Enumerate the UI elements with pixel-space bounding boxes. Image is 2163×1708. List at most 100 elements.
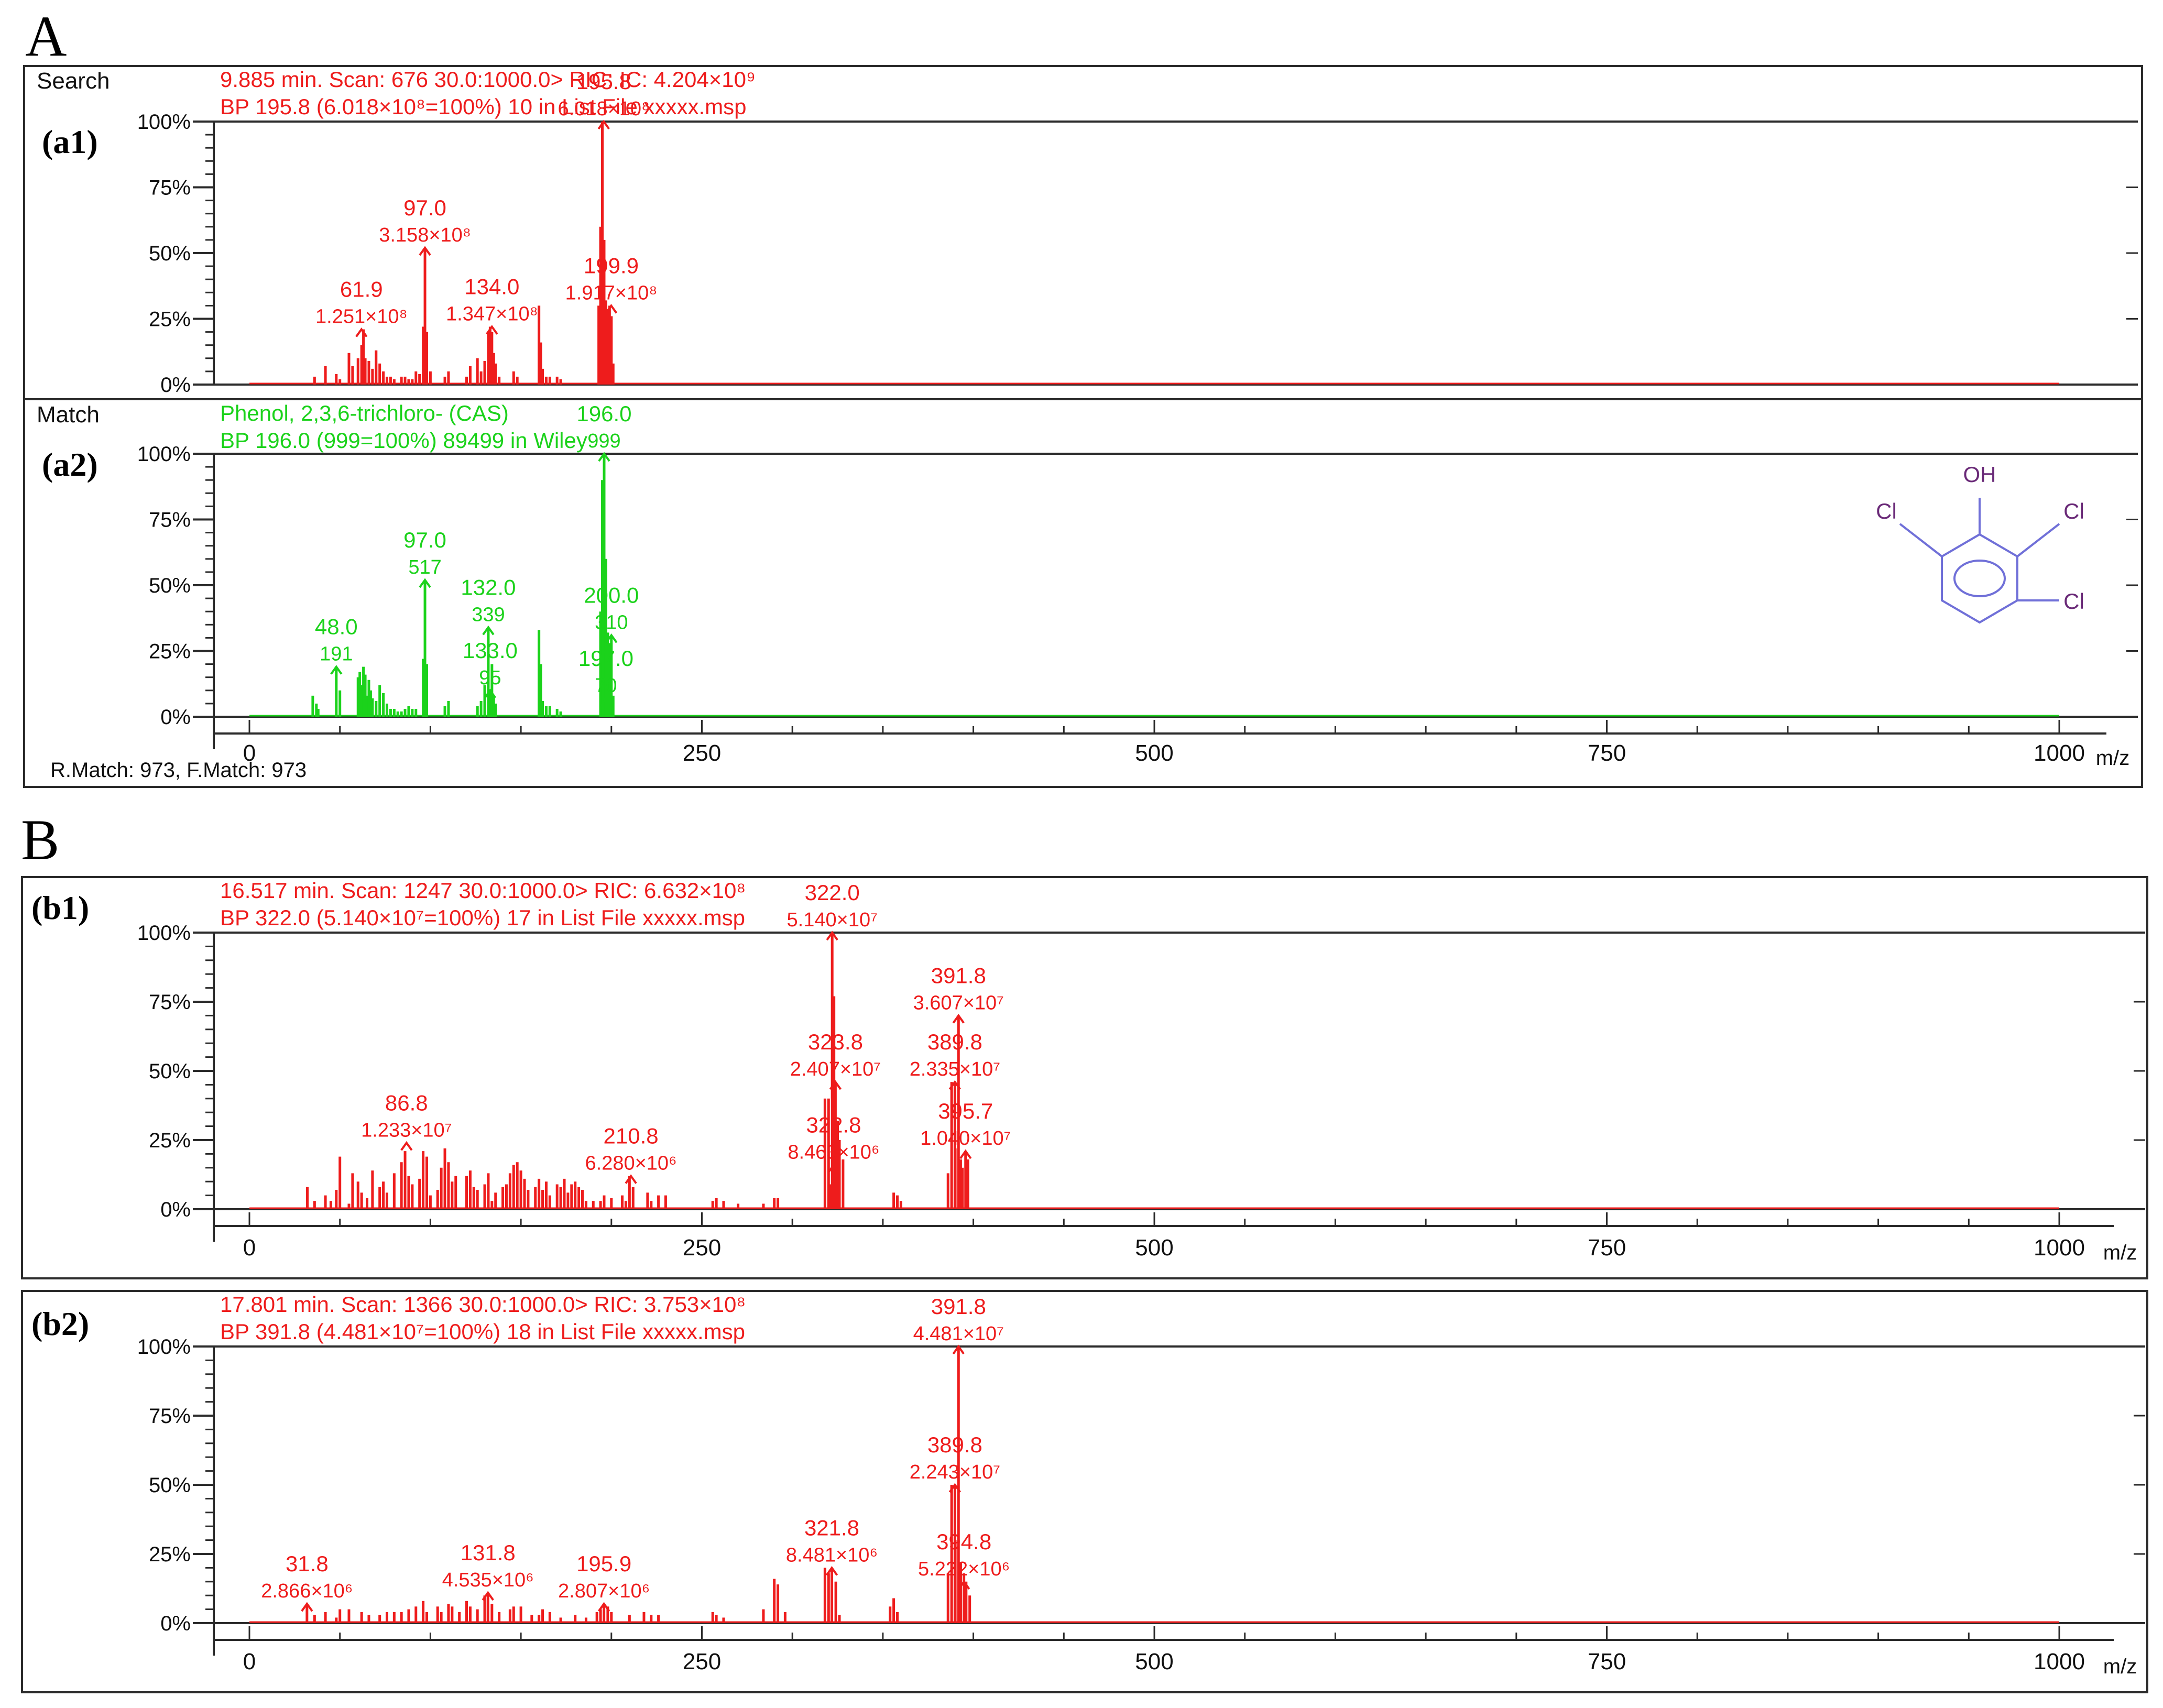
a1-peak-intensity-label: 3.158×10⁸ bbox=[379, 224, 471, 246]
b2-peak-intensity-label: 2.807×10⁶ bbox=[558, 1580, 650, 1602]
b2-peak-arrow bbox=[825, 1565, 838, 1576]
bond-cl-left bbox=[1899, 523, 1943, 557]
b1-peak-arrow bbox=[827, 1163, 840, 1173]
a2-peak-intensity-label: 191 bbox=[320, 643, 353, 665]
b1-xtick-label: 750 bbox=[1588, 1235, 1626, 1261]
b2-ytick-label: 0% bbox=[160, 1612, 191, 1635]
search-label: Search bbox=[37, 68, 110, 94]
b1-ytick-label: 50% bbox=[149, 1060, 191, 1083]
b1-peak-intensity-label: 2.335×10⁷ bbox=[910, 1058, 1000, 1080]
b1-peak-arrow bbox=[826, 930, 838, 941]
b2-peak-intensity-label: 2.243×10⁷ bbox=[910, 1461, 1000, 1483]
panel-label-a1: (a1) bbox=[42, 123, 98, 160]
b2-frame bbox=[21, 1290, 2148, 1693]
b2-peak-arrow bbox=[301, 1602, 313, 1612]
b1-xtick-label: 500 bbox=[1135, 1235, 1173, 1261]
b2-peak-mz-label: 31.8 bbox=[286, 1551, 329, 1576]
b1-header-line2: BP 322.0 (5.140×10⁷=100%) 17 in List Fil… bbox=[220, 905, 745, 930]
a2-peak-arrow bbox=[599, 696, 613, 707]
atom-oh: OH bbox=[1963, 462, 1996, 487]
b1-peak-mz-label: 86.8 bbox=[385, 1090, 428, 1115]
b1-header-line1: 16.517 min. Scan: 1247 30.0:1000.0> RIC:… bbox=[220, 878, 746, 903]
a1-peak-arrow bbox=[605, 303, 618, 314]
section-a-frame bbox=[23, 65, 2143, 788]
b1-peak-arrow bbox=[625, 1174, 637, 1184]
a2-xtick-label: 500 bbox=[1135, 740, 1173, 766]
a2-peak-mz-label: 48.0 bbox=[315, 615, 358, 639]
a1-peak-arrow bbox=[419, 246, 431, 256]
b2-xtick-label: 1000 bbox=[2034, 1649, 2085, 1674]
a2-x-unit-label: m/z bbox=[2096, 747, 2129, 770]
b2-peak-arrow bbox=[598, 1602, 610, 1612]
a1-ytick-label: 0% bbox=[160, 374, 191, 397]
b1-peak-intensity-label: 6.280×10⁶ bbox=[585, 1153, 677, 1175]
b2-xtick-label: 0 bbox=[243, 1649, 256, 1674]
b2-peak-mz-label: 389.8 bbox=[927, 1432, 982, 1457]
b1-x-unit-label: m/z bbox=[2103, 1241, 2137, 1264]
b1-peak-arrow bbox=[952, 1013, 965, 1024]
b2-peak-mz-label: 131.8 bbox=[461, 1540, 516, 1565]
atom-cl-left: Cl bbox=[1876, 499, 1897, 523]
a2-xtick-label: 0 bbox=[243, 740, 256, 766]
panel-label-b2: (b2) bbox=[31, 1305, 90, 1342]
panel-label-b1: (b1) bbox=[31, 889, 90, 926]
a2-peak-arrow bbox=[482, 625, 495, 636]
a2-peak-mz-label: 97.0 bbox=[403, 528, 446, 552]
a1-peak-mz-label: 61.9 bbox=[340, 277, 383, 302]
b1-peak-arrow bbox=[400, 1141, 413, 1151]
panel-label-a2: (a2) bbox=[42, 446, 98, 483]
b1-xtick-label: 1000 bbox=[2034, 1235, 2085, 1261]
a2-peak-mz-label: 197.0 bbox=[578, 646, 633, 671]
aromatic-circle bbox=[1953, 560, 2006, 597]
a2-peak-mz-label: 132.0 bbox=[461, 575, 516, 599]
b1-peak-intensity-label: 1.040×10⁷ bbox=[920, 1127, 1011, 1149]
benzene-ring bbox=[1941, 533, 2018, 624]
b1-peak-mz-label: 210.8 bbox=[604, 1124, 659, 1148]
a2-peak-arrow bbox=[598, 452, 610, 462]
match-label: Match bbox=[37, 402, 100, 428]
a2-peak-arrow bbox=[330, 665, 343, 675]
a2-xtick-label: 750 bbox=[1588, 740, 1626, 766]
a2-ytick-label: 75% bbox=[149, 509, 191, 532]
a1-ytick-label: 100% bbox=[137, 111, 191, 134]
b1-peak-arrow bbox=[829, 1080, 842, 1090]
a2-peak-arrow bbox=[605, 633, 618, 643]
a1-peak-mz-label: 97.0 bbox=[403, 195, 446, 220]
match-score-note: R.Match: 973, F.Match: 973 bbox=[50, 759, 307, 782]
b1-peak-mz-label: 322.0 bbox=[805, 880, 860, 905]
a2-peak-mz-label: 133.0 bbox=[463, 638, 518, 663]
a2-ytick-label: 25% bbox=[149, 640, 191, 663]
atom-cl-right: Cl bbox=[2063, 499, 2084, 523]
a2-peak-intensity-label: 999 bbox=[587, 430, 620, 452]
b2-ytick-label: 75% bbox=[149, 1405, 191, 1428]
b1-peak-intensity-label: 3.607×10⁷ bbox=[913, 992, 1004, 1014]
b2-peak-mz-label: 394.8 bbox=[936, 1529, 991, 1554]
a2-xtick-label: 1000 bbox=[2034, 740, 2085, 766]
b2-peak-intensity-label: 8.481×10⁶ bbox=[786, 1544, 878, 1566]
a2-ytick-label: 100% bbox=[137, 443, 191, 466]
a1-peak-mz-label: 199.9 bbox=[584, 253, 639, 278]
a1-ytick-label: 25% bbox=[149, 308, 191, 331]
b1-peak-intensity-label: 2.407×10⁷ bbox=[790, 1058, 881, 1080]
a2-peak-arrow bbox=[419, 578, 431, 588]
b1-peak-mz-label: 323.8 bbox=[808, 1030, 863, 1054]
b2-header-line2: BP 391.8 (4.481×10⁷=100%) 18 in List Fil… bbox=[220, 1319, 745, 1344]
b2-ytick-label: 25% bbox=[149, 1543, 191, 1566]
section-a-letter: A bbox=[25, 4, 67, 68]
b1-ytick-label: 100% bbox=[137, 922, 191, 945]
b1-peak-mz-label: 391.8 bbox=[931, 963, 986, 988]
a2-peak-intensity-label: 517 bbox=[408, 556, 441, 578]
b2-ytick-label: 50% bbox=[149, 1474, 191, 1497]
b2-peak-intensity-label: 4.535×10⁶ bbox=[442, 1569, 534, 1591]
b1-ytick-label: 0% bbox=[160, 1198, 191, 1221]
a2-peak-intensity-label: 95 bbox=[479, 667, 501, 689]
a2-ytick-label: 0% bbox=[160, 706, 191, 729]
spectrum-a2: 0% 25% 50% 75% 100% 0 250 500 750 1000 m/z 48.0 191 9… bbox=[137, 401, 2138, 770]
a2-peak-arrow bbox=[484, 688, 497, 698]
b2-peak-mz-label: 391.8 bbox=[931, 1294, 986, 1319]
bond-cl-right bbox=[2016, 523, 2060, 557]
a1-peak-intensity-label: 6.018×10⁸ bbox=[558, 98, 650, 120]
b2-x-unit-label: m/z bbox=[2103, 1655, 2137, 1678]
b1-xtick-label: 0 bbox=[243, 1235, 256, 1261]
